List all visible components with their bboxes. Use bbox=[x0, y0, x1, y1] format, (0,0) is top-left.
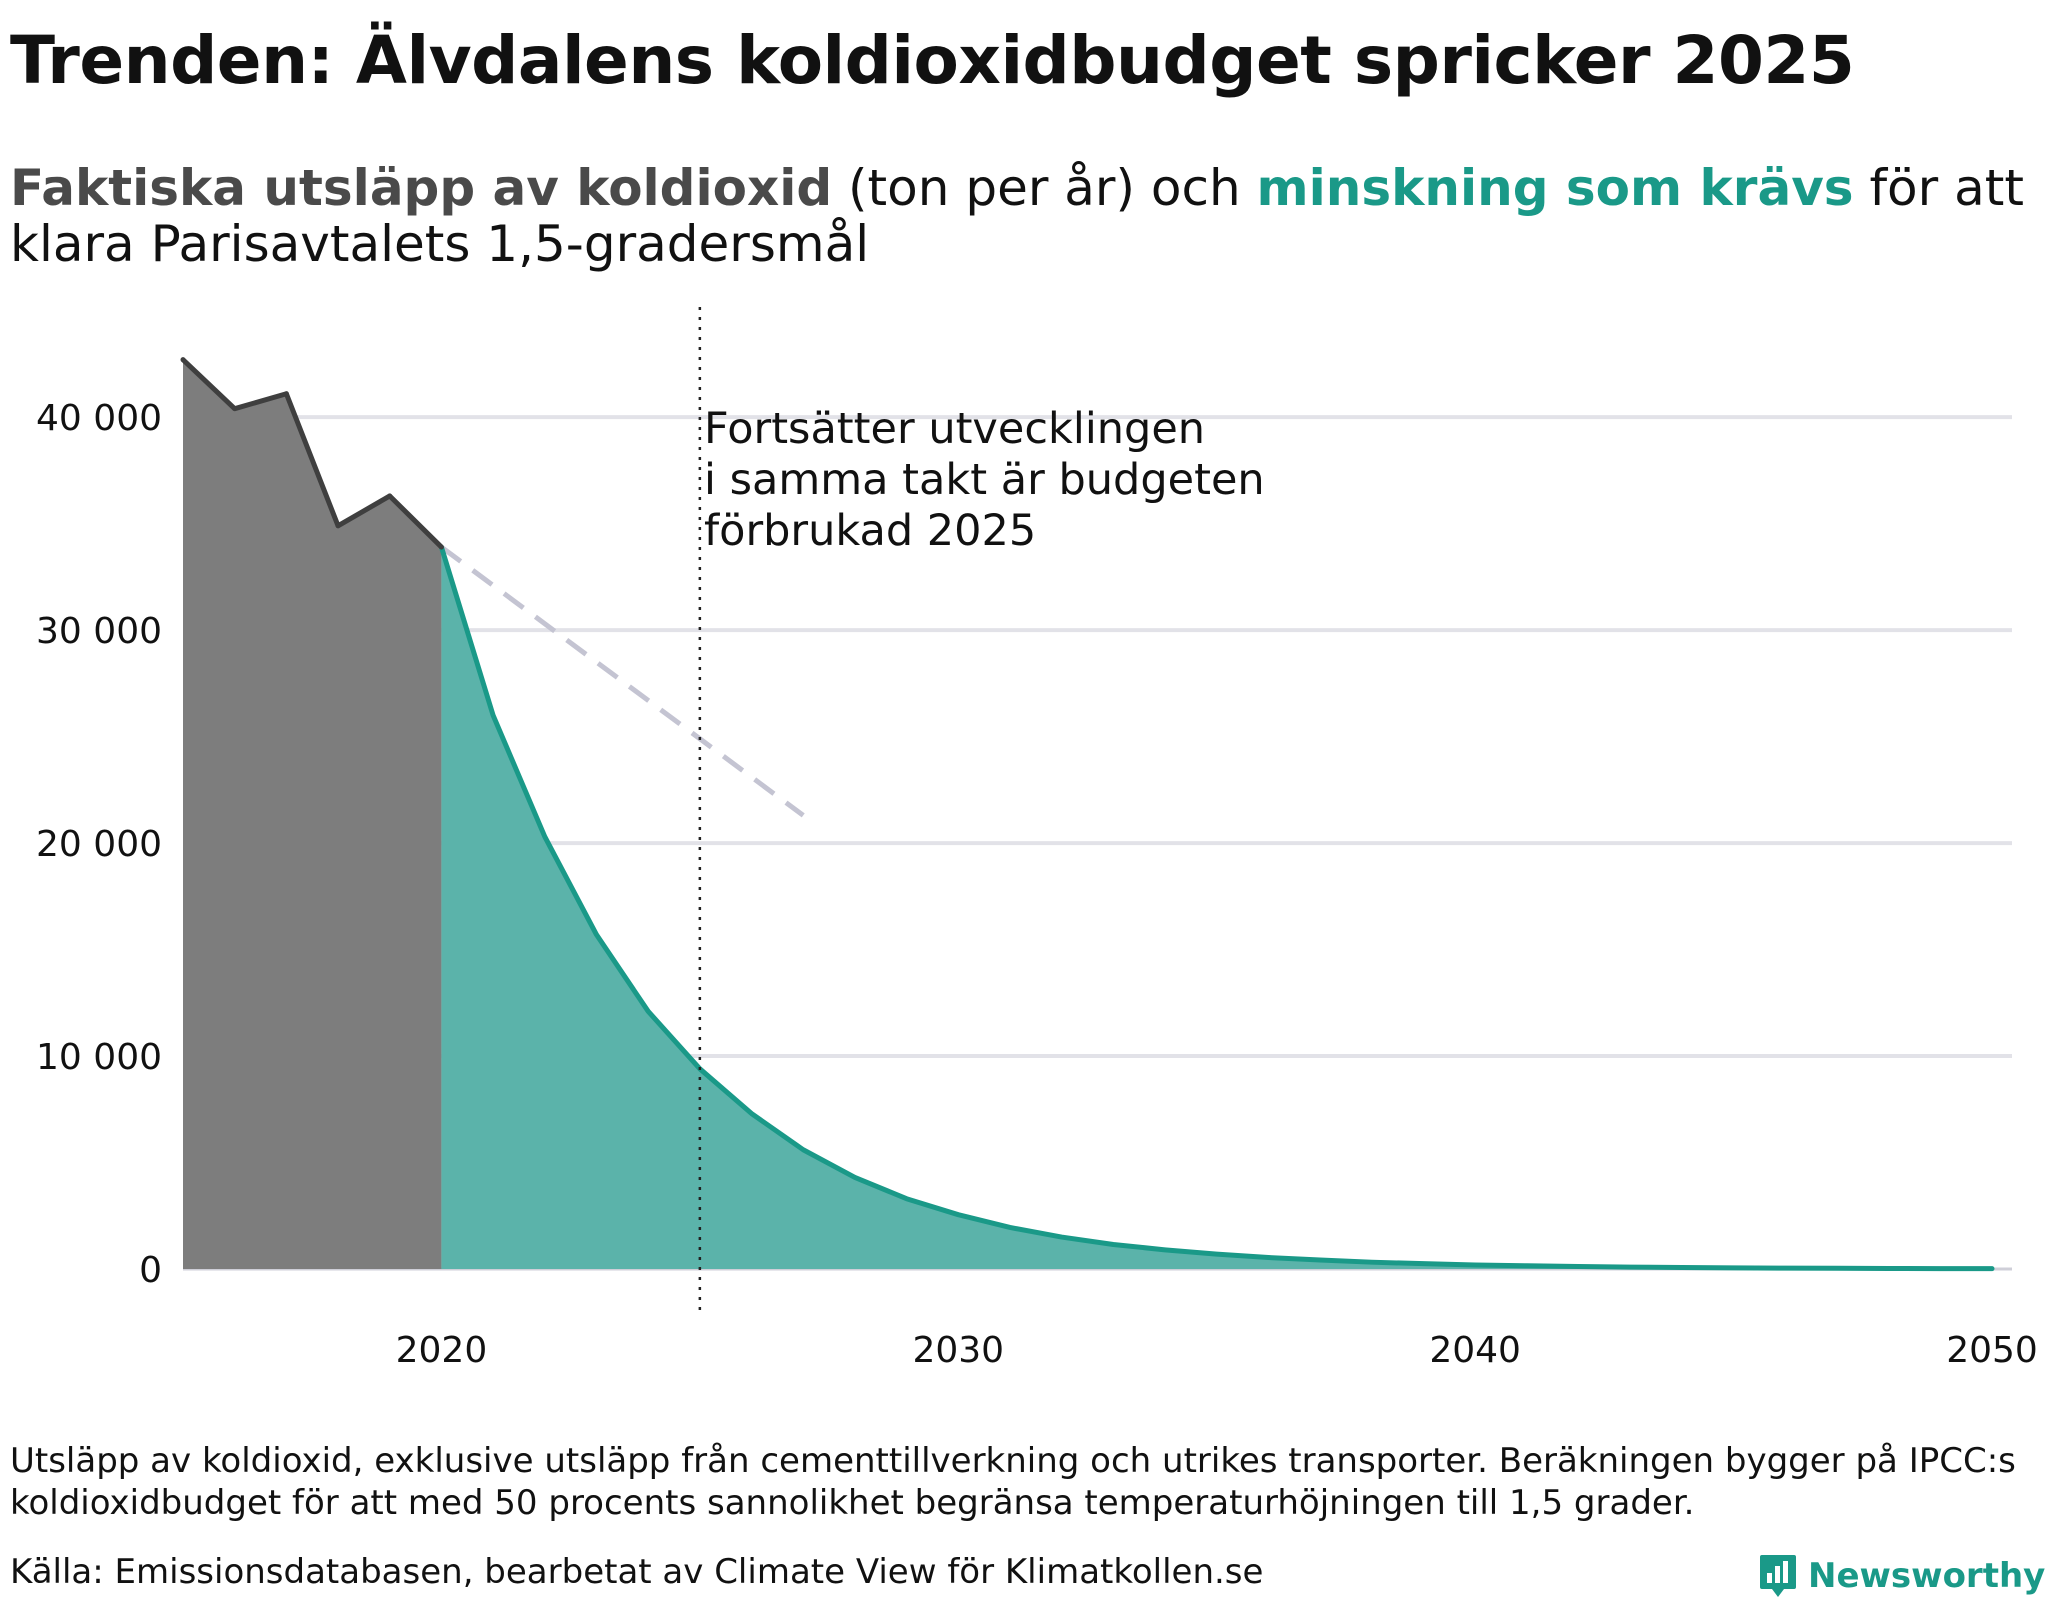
y-tick-label: 30 000 bbox=[36, 611, 162, 652]
annotation-line-3: förbrukad 2025 bbox=[704, 506, 1036, 556]
footnote: Utsläpp av koldioxid, exklusive utsläpp … bbox=[10, 1441, 2016, 1523]
x-tick-label: 2040 bbox=[1429, 1330, 1521, 1371]
subtitle-required-reduction: minskning som krävs bbox=[1256, 159, 1854, 217]
actual-emissions-point bbox=[335, 523, 341, 529]
y-tick-label: 40 000 bbox=[36, 398, 162, 439]
newsworthy-brand: Newsworthy bbox=[1758, 1550, 2045, 1602]
axis-labels: 0 10 000 20 000 30 000 40 000 2020 2030 2040 205… bbox=[36, 398, 2038, 1371]
x-tick-label: 2030 bbox=[912, 1330, 1004, 1371]
chart-areas bbox=[183, 359, 1992, 1269]
actual-emissions-point bbox=[232, 406, 238, 412]
subtitle-actual-emissions: Faktiska utsläpp av koldioxid bbox=[10, 159, 833, 217]
chart-title: Trenden: Älvdalens koldioxidbudget spric… bbox=[10, 22, 1855, 99]
chart-lines bbox=[180, 307, 1995, 1316]
y-tick-label: 20 000 bbox=[36, 824, 162, 865]
actual-emissions-point bbox=[283, 391, 289, 397]
x-tick-label: 2020 bbox=[396, 1330, 488, 1371]
x-tick-label: 2050 bbox=[1946, 1330, 2038, 1371]
y-tick-label: 0 bbox=[139, 1250, 162, 1291]
emissions-chart: 0 10 000 20 000 30 000 40 000 2020 2030 2040 205… bbox=[36, 307, 2038, 1371]
y-tick-label: 10 000 bbox=[36, 1037, 162, 1078]
actual-emissions-area bbox=[183, 359, 442, 1269]
annotation-line-1: Fortsätter utvecklingen bbox=[704, 404, 1205, 454]
brand-name: Newsworthy bbox=[1808, 1556, 2046, 1596]
required-reduction-area bbox=[441, 547, 1992, 1269]
newsworthy-logo-icon bbox=[1760, 1555, 1796, 1597]
source-note: Källa: Emissionsdatabasen, bearbetat av … bbox=[10, 1552, 1264, 1592]
actual-emissions-line bbox=[181, 357, 444, 549]
actual-emissions-point bbox=[387, 493, 393, 499]
annotation-line-2: i samma takt är budgeten bbox=[704, 455, 1265, 505]
actual-emissions-point bbox=[180, 357, 186, 363]
subtitle-unit: (ton per år) och bbox=[832, 159, 1257, 217]
chart-subtitle: Faktiska utsläpp av koldioxid (ton per å… bbox=[10, 160, 2040, 272]
actual-emissions-point bbox=[438, 544, 444, 550]
subtitle-goal: för att klara Parisavtalets 1,5-gradersm… bbox=[10, 159, 2024, 273]
